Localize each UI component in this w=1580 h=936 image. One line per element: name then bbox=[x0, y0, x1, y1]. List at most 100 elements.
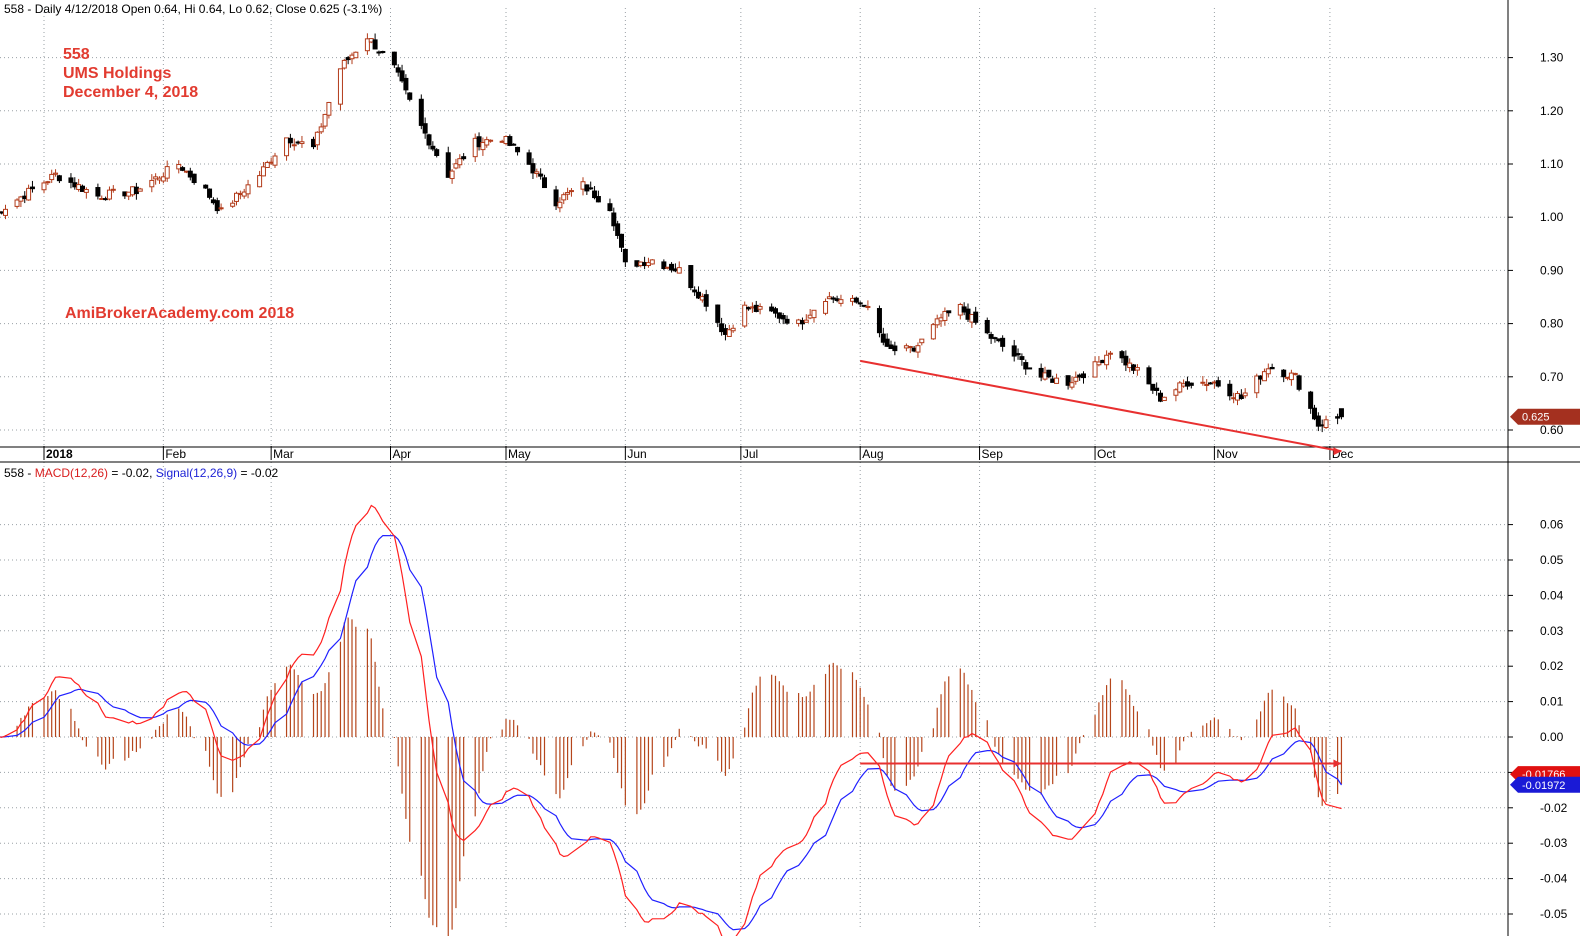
candle-down bbox=[430, 145, 436, 150]
candle-up bbox=[915, 345, 921, 353]
candle-down bbox=[1065, 375, 1071, 386]
candle-up bbox=[1107, 352, 1113, 355]
macd-histogram bbox=[1, 617, 1343, 936]
candle-up bbox=[264, 162, 270, 168]
candle-down bbox=[1238, 394, 1244, 399]
candle-down bbox=[992, 337, 998, 340]
candle-down bbox=[1335, 416, 1341, 419]
candle-down bbox=[445, 152, 451, 178]
candle-up bbox=[757, 306, 763, 310]
macd-y-tick-label: -0.05 bbox=[1540, 907, 1568, 921]
candle-up bbox=[730, 327, 736, 332]
candle-down bbox=[661, 261, 667, 269]
candle-up bbox=[1134, 367, 1140, 371]
candle-up bbox=[457, 158, 463, 166]
x-tick-label: Jun bbox=[627, 447, 646, 461]
candle-up bbox=[1242, 392, 1248, 397]
last-price-badge: 0.625 bbox=[1522, 412, 1550, 424]
candle-up bbox=[453, 163, 459, 169]
macd-value: = -0.02, bbox=[111, 466, 153, 480]
candle-up bbox=[534, 171, 540, 175]
candle-up bbox=[1161, 396, 1167, 402]
candle-down bbox=[68, 177, 74, 183]
candle-down bbox=[884, 338, 890, 347]
candle-down bbox=[395, 67, 401, 73]
candle-down bbox=[1227, 383, 1233, 397]
candle-down bbox=[207, 188, 213, 198]
x-tick-label: Apr bbox=[393, 447, 412, 461]
candle-down bbox=[857, 302, 863, 305]
candle-up bbox=[257, 175, 263, 188]
macd-lines bbox=[0, 504, 1343, 936]
candle-down bbox=[434, 149, 440, 156]
candle-up bbox=[930, 324, 936, 340]
x-tick-label: Jul bbox=[743, 447, 758, 461]
macd-label: MACD(12,26) bbox=[34, 466, 109, 480]
candle-down bbox=[1146, 367, 1152, 385]
candle-up bbox=[1292, 372, 1298, 375]
candle-down bbox=[1269, 366, 1275, 370]
candle-down bbox=[1338, 408, 1344, 418]
candle-up bbox=[1265, 368, 1271, 375]
price-candles bbox=[0, 33, 1344, 433]
candle-down bbox=[1215, 380, 1221, 387]
x-tick-label: Oct bbox=[1097, 447, 1116, 461]
candle-down bbox=[1188, 382, 1194, 386]
header-price-text: Daily 4/12/2018 Open 0.64, Hi 0.64, Lo 0… bbox=[34, 2, 383, 16]
candle-down bbox=[1312, 407, 1317, 420]
candle-up bbox=[291, 144, 297, 147]
candle-down bbox=[476, 136, 482, 148]
macd-y-tick-label: 0.00 bbox=[1540, 730, 1564, 744]
price-y-tick-label: 0.90 bbox=[1540, 263, 1564, 277]
candle-up bbox=[907, 346, 913, 349]
candle-up bbox=[561, 194, 567, 201]
candle-up bbox=[1054, 377, 1060, 384]
signal-label: Signal(12,26,9) bbox=[155, 466, 238, 480]
candle-up bbox=[18, 196, 24, 202]
candle-up bbox=[649, 259, 655, 265]
candle-down bbox=[407, 92, 413, 100]
candle-up bbox=[838, 299, 844, 304]
price-y-tick-label: 1.30 bbox=[1540, 51, 1564, 65]
header-symbol: 558 bbox=[4, 2, 25, 16]
candle-down bbox=[861, 304, 867, 307]
candle-up bbox=[1200, 381, 1206, 384]
candle-up bbox=[480, 142, 486, 151]
candle-down bbox=[191, 173, 197, 184]
candle-down bbox=[892, 345, 898, 352]
candle-down bbox=[380, 50, 386, 53]
candle-up bbox=[326, 101, 332, 116]
candle-up bbox=[484, 139, 490, 146]
candle-up bbox=[1069, 382, 1075, 388]
annotation-watermark: AmiBroker­Academy.com 2018 bbox=[65, 305, 295, 322]
candle-down bbox=[715, 304, 721, 323]
candle-down bbox=[1281, 369, 1287, 378]
signal-line bbox=[0, 534, 1343, 931]
candle-down bbox=[622, 248, 628, 263]
candle-down bbox=[984, 319, 990, 334]
annotation-date: December 4, 2018 bbox=[63, 84, 199, 101]
candle-up bbox=[449, 170, 455, 180]
candle-up bbox=[557, 201, 563, 209]
candle-up bbox=[942, 310, 948, 321]
candle-down bbox=[1296, 375, 1302, 390]
candle-down bbox=[507, 136, 513, 146]
candle-up bbox=[823, 301, 829, 314]
candle-up bbox=[83, 189, 89, 193]
candle-down bbox=[773, 308, 778, 314]
candle-up bbox=[176, 164, 182, 170]
price-y-tick-label: 1.00 bbox=[1540, 210, 1564, 224]
candle-up bbox=[299, 141, 305, 145]
candle-down bbox=[973, 311, 979, 323]
candle-up bbox=[337, 68, 343, 105]
candle-up bbox=[272, 155, 278, 166]
candle-up bbox=[726, 329, 732, 337]
candle-up bbox=[230, 202, 236, 207]
candle-up bbox=[318, 126, 324, 133]
candle-down bbox=[426, 134, 432, 146]
x-tick-label: Mar bbox=[273, 447, 294, 461]
candle-up bbox=[364, 38, 370, 52]
overlays: 0.625-0.01766-0.01972 bbox=[860, 359, 1580, 793]
candle-down bbox=[1046, 369, 1052, 378]
signal-value: = -0.02 bbox=[240, 466, 279, 480]
